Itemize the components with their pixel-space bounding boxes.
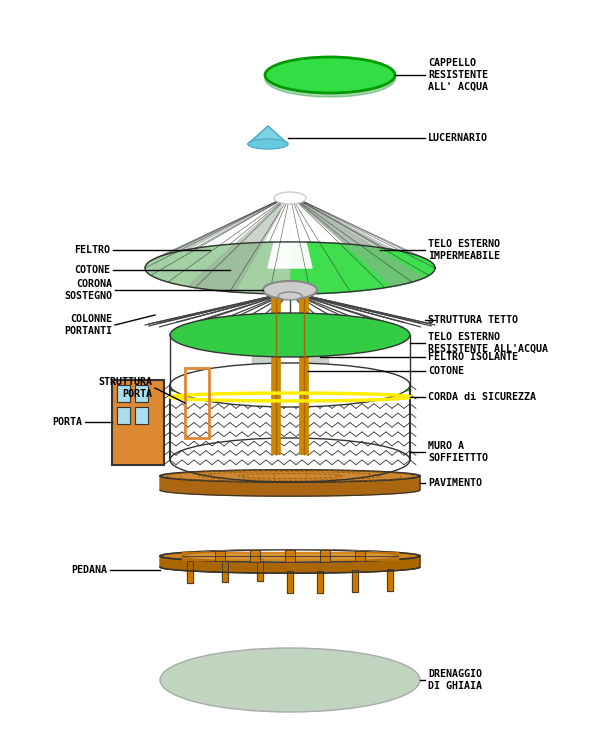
Polygon shape: [355, 551, 365, 561]
Ellipse shape: [248, 139, 288, 149]
Polygon shape: [317, 571, 323, 593]
Bar: [185, 368, 209, 438]
Polygon shape: [290, 195, 424, 286]
Polygon shape: [290, 195, 435, 294]
Polygon shape: [215, 551, 225, 561]
Ellipse shape: [270, 285, 310, 299]
Text: LUCERNARIO: LUCERNARIO: [428, 133, 488, 143]
Polygon shape: [222, 560, 228, 582]
Bar: [117, 407, 130, 424]
Bar: [135, 407, 148, 424]
Polygon shape: [320, 550, 330, 562]
Polygon shape: [285, 550, 295, 562]
Ellipse shape: [278, 292, 302, 300]
Polygon shape: [268, 195, 312, 268]
Text: FELTRO: FELTRO: [74, 245, 110, 255]
Polygon shape: [160, 556, 420, 573]
Polygon shape: [265, 75, 395, 97]
Text: DRENAGGIO
DI GHIAIA: DRENAGGIO DI GHIAIA: [428, 669, 482, 691]
Bar: [112, 380, 164, 465]
Text: CAPPELLO
RESISTENTE
ALL' ACQUA: CAPPELLO RESISTENTE ALL' ACQUA: [428, 58, 488, 92]
Text: PAVIMENTO: PAVIMENTO: [428, 478, 482, 488]
Polygon shape: [182, 550, 398, 562]
Text: COTONE: COTONE: [74, 265, 110, 275]
Text: MURO A
SOFFIETTTO: MURO A SOFFIETTTO: [428, 441, 488, 463]
Polygon shape: [182, 552, 398, 560]
Bar: [135, 385, 148, 402]
Ellipse shape: [160, 648, 420, 712]
Text: STRUTTURA TETTO: STRUTTURA TETTO: [428, 315, 518, 325]
Polygon shape: [257, 559, 263, 581]
Ellipse shape: [170, 313, 410, 357]
Bar: [117, 385, 130, 402]
Text: COTONE: COTONE: [428, 366, 464, 376]
Polygon shape: [250, 550, 260, 562]
Text: CORDA di SICUREZZA: CORDA di SICUREZZA: [428, 392, 536, 402]
Polygon shape: [252, 340, 328, 392]
Text: FELTRO ISOLANTE: FELTRO ISOLANTE: [428, 352, 518, 362]
Polygon shape: [290, 331, 410, 394]
Polygon shape: [287, 572, 293, 593]
Polygon shape: [170, 331, 290, 394]
Ellipse shape: [170, 363, 410, 407]
Polygon shape: [145, 195, 290, 294]
Polygon shape: [352, 570, 358, 592]
Polygon shape: [387, 569, 393, 591]
Polygon shape: [272, 335, 308, 392]
Text: CORONA
SOSTEGNO: CORONA SOSTEGNO: [64, 279, 112, 301]
Polygon shape: [187, 195, 290, 292]
Polygon shape: [160, 550, 420, 562]
Text: PEDANA: PEDANA: [71, 565, 107, 575]
Ellipse shape: [274, 192, 306, 204]
Text: PORTA: PORTA: [52, 417, 82, 427]
Text: TELO ESTERNO
RESISTENTE ALL'ACQUA: TELO ESTERNO RESISTENTE ALL'ACQUA: [428, 332, 548, 354]
Polygon shape: [187, 561, 193, 583]
Ellipse shape: [265, 57, 395, 93]
Text: COLONNE
PORTANTI: COLONNE PORTANTI: [64, 314, 112, 336]
Polygon shape: [156, 195, 290, 258]
Ellipse shape: [263, 281, 317, 299]
Polygon shape: [290, 195, 392, 250]
Polygon shape: [248, 126, 288, 144]
Polygon shape: [160, 470, 420, 482]
Polygon shape: [160, 476, 420, 496]
Text: TELO ESTERNO
IMPERMEABILE: TELO ESTERNO IMPERMEABILE: [428, 239, 500, 261]
Text: STRUTTURA
PORTA: STRUTTURA PORTA: [98, 377, 152, 399]
